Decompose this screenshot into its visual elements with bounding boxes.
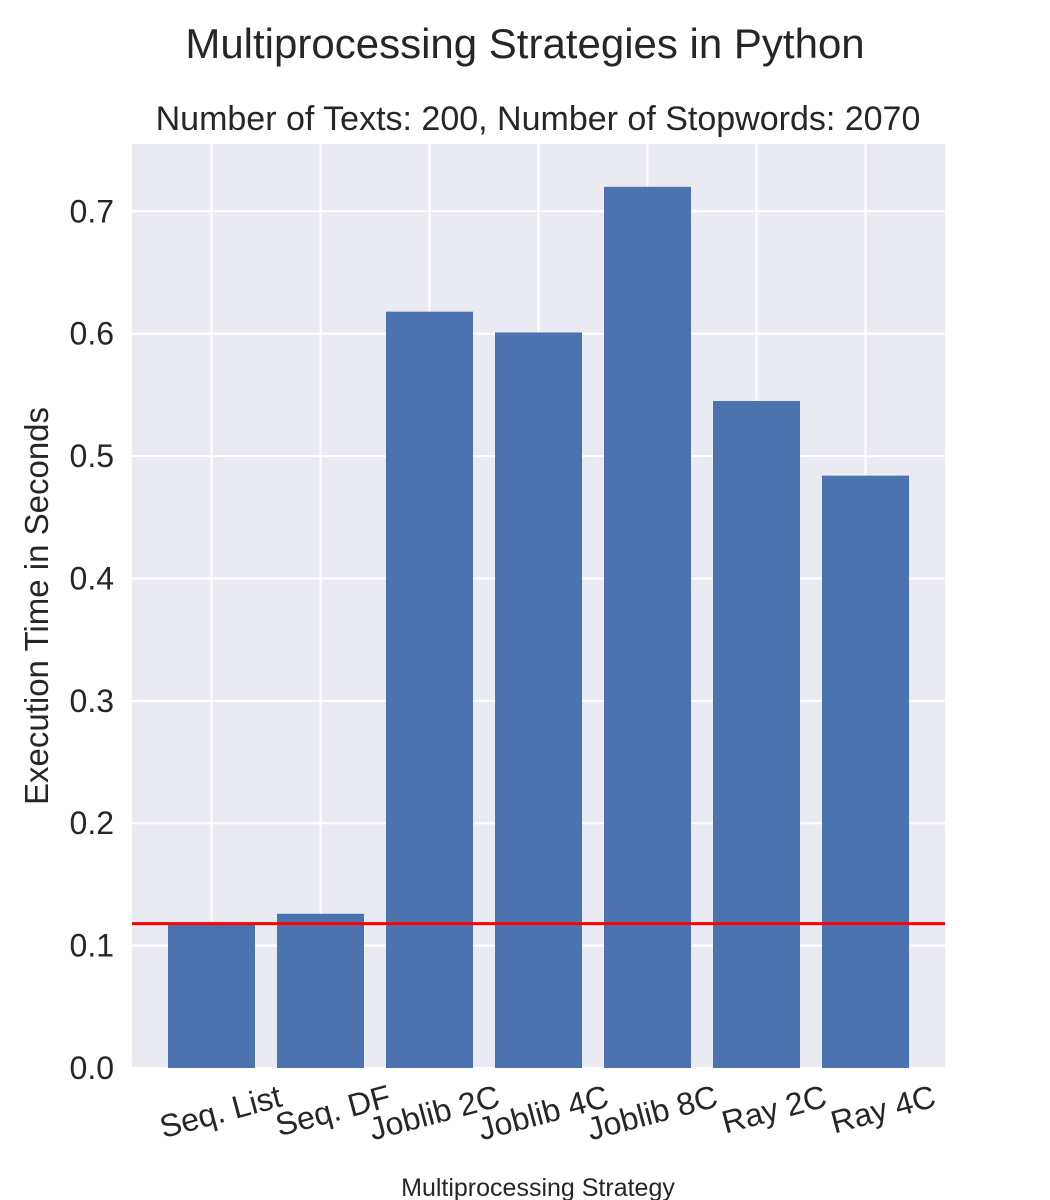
x-axis-label: Multiprocessing Strategy <box>401 1174 675 1200</box>
x-tick-label: Ray 4C <box>827 1078 939 1140</box>
y-tick-label: 0.5 <box>70 438 114 474</box>
y-tick-label: 0.0 <box>70 1050 114 1086</box>
bar-joblib-2c <box>386 311 473 1068</box>
y-tick-label: 0.7 <box>70 193 114 229</box>
bar-ray-2c <box>713 401 800 1069</box>
x-tick-label: Seq. List <box>156 1078 286 1145</box>
chart-subtitle: Number of Texts: 200, Number of Stopword… <box>156 100 921 138</box>
y-tick-label: 0.6 <box>70 316 114 352</box>
chart-title: Multiprocessing Strategies in Python <box>185 20 864 67</box>
bar-seq-list <box>168 923 255 1068</box>
y-tick-label: 0.1 <box>70 928 114 964</box>
x-tick-label: Ray 2C <box>718 1078 830 1140</box>
y-tick-label: 0.2 <box>70 805 114 841</box>
y-tick-label: 0.4 <box>70 560 114 596</box>
y-tick-label: 0.3 <box>70 683 114 719</box>
bar-joblib-4c <box>495 332 582 1068</box>
bar-seq-df <box>277 913 364 1068</box>
bars <box>168 186 909 1069</box>
y-tick-labels: 0.0 0.1 0.2 0.3 0.4 0.5 0.6 0.7 <box>70 193 114 1086</box>
bar-joblib-8c <box>604 186 691 1068</box>
y-axis-label: Execution Time in Seconds <box>18 407 55 805</box>
bar-ray-4c <box>822 475 909 1069</box>
